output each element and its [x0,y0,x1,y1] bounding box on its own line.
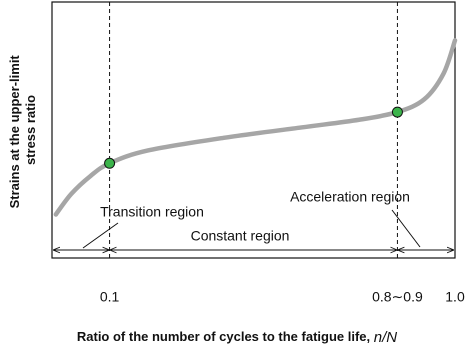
point [391,106,403,118]
leader [391,209,421,248]
y-axis-label: Strains at the upper-limit stress ratio [7,52,38,209]
y-axis-label-line: Strains at the upper-limit [7,55,22,209]
x-tick-label: 0.1 [100,289,120,305]
leader [82,222,119,249]
curve [53,38,458,217]
region-label: Acceleration region [290,189,410,205]
x-tick-label: 1.0 [445,289,465,305]
x-axis-label: Ratio of the number of cycles to the fat… [77,329,397,346]
x-tick-label: 0.8∼0.9 [372,289,423,305]
region-label: Transition region [100,204,204,220]
plot-frame [51,1,456,259]
x-axis-variable: n/N [374,329,398,346]
y-axis-label-line: stress ratio [23,95,38,165]
x-axis-label-text: Ratio of the number of cycles to the fat… [77,329,370,344]
region-label: Constant region [191,228,290,244]
point [104,157,116,169]
